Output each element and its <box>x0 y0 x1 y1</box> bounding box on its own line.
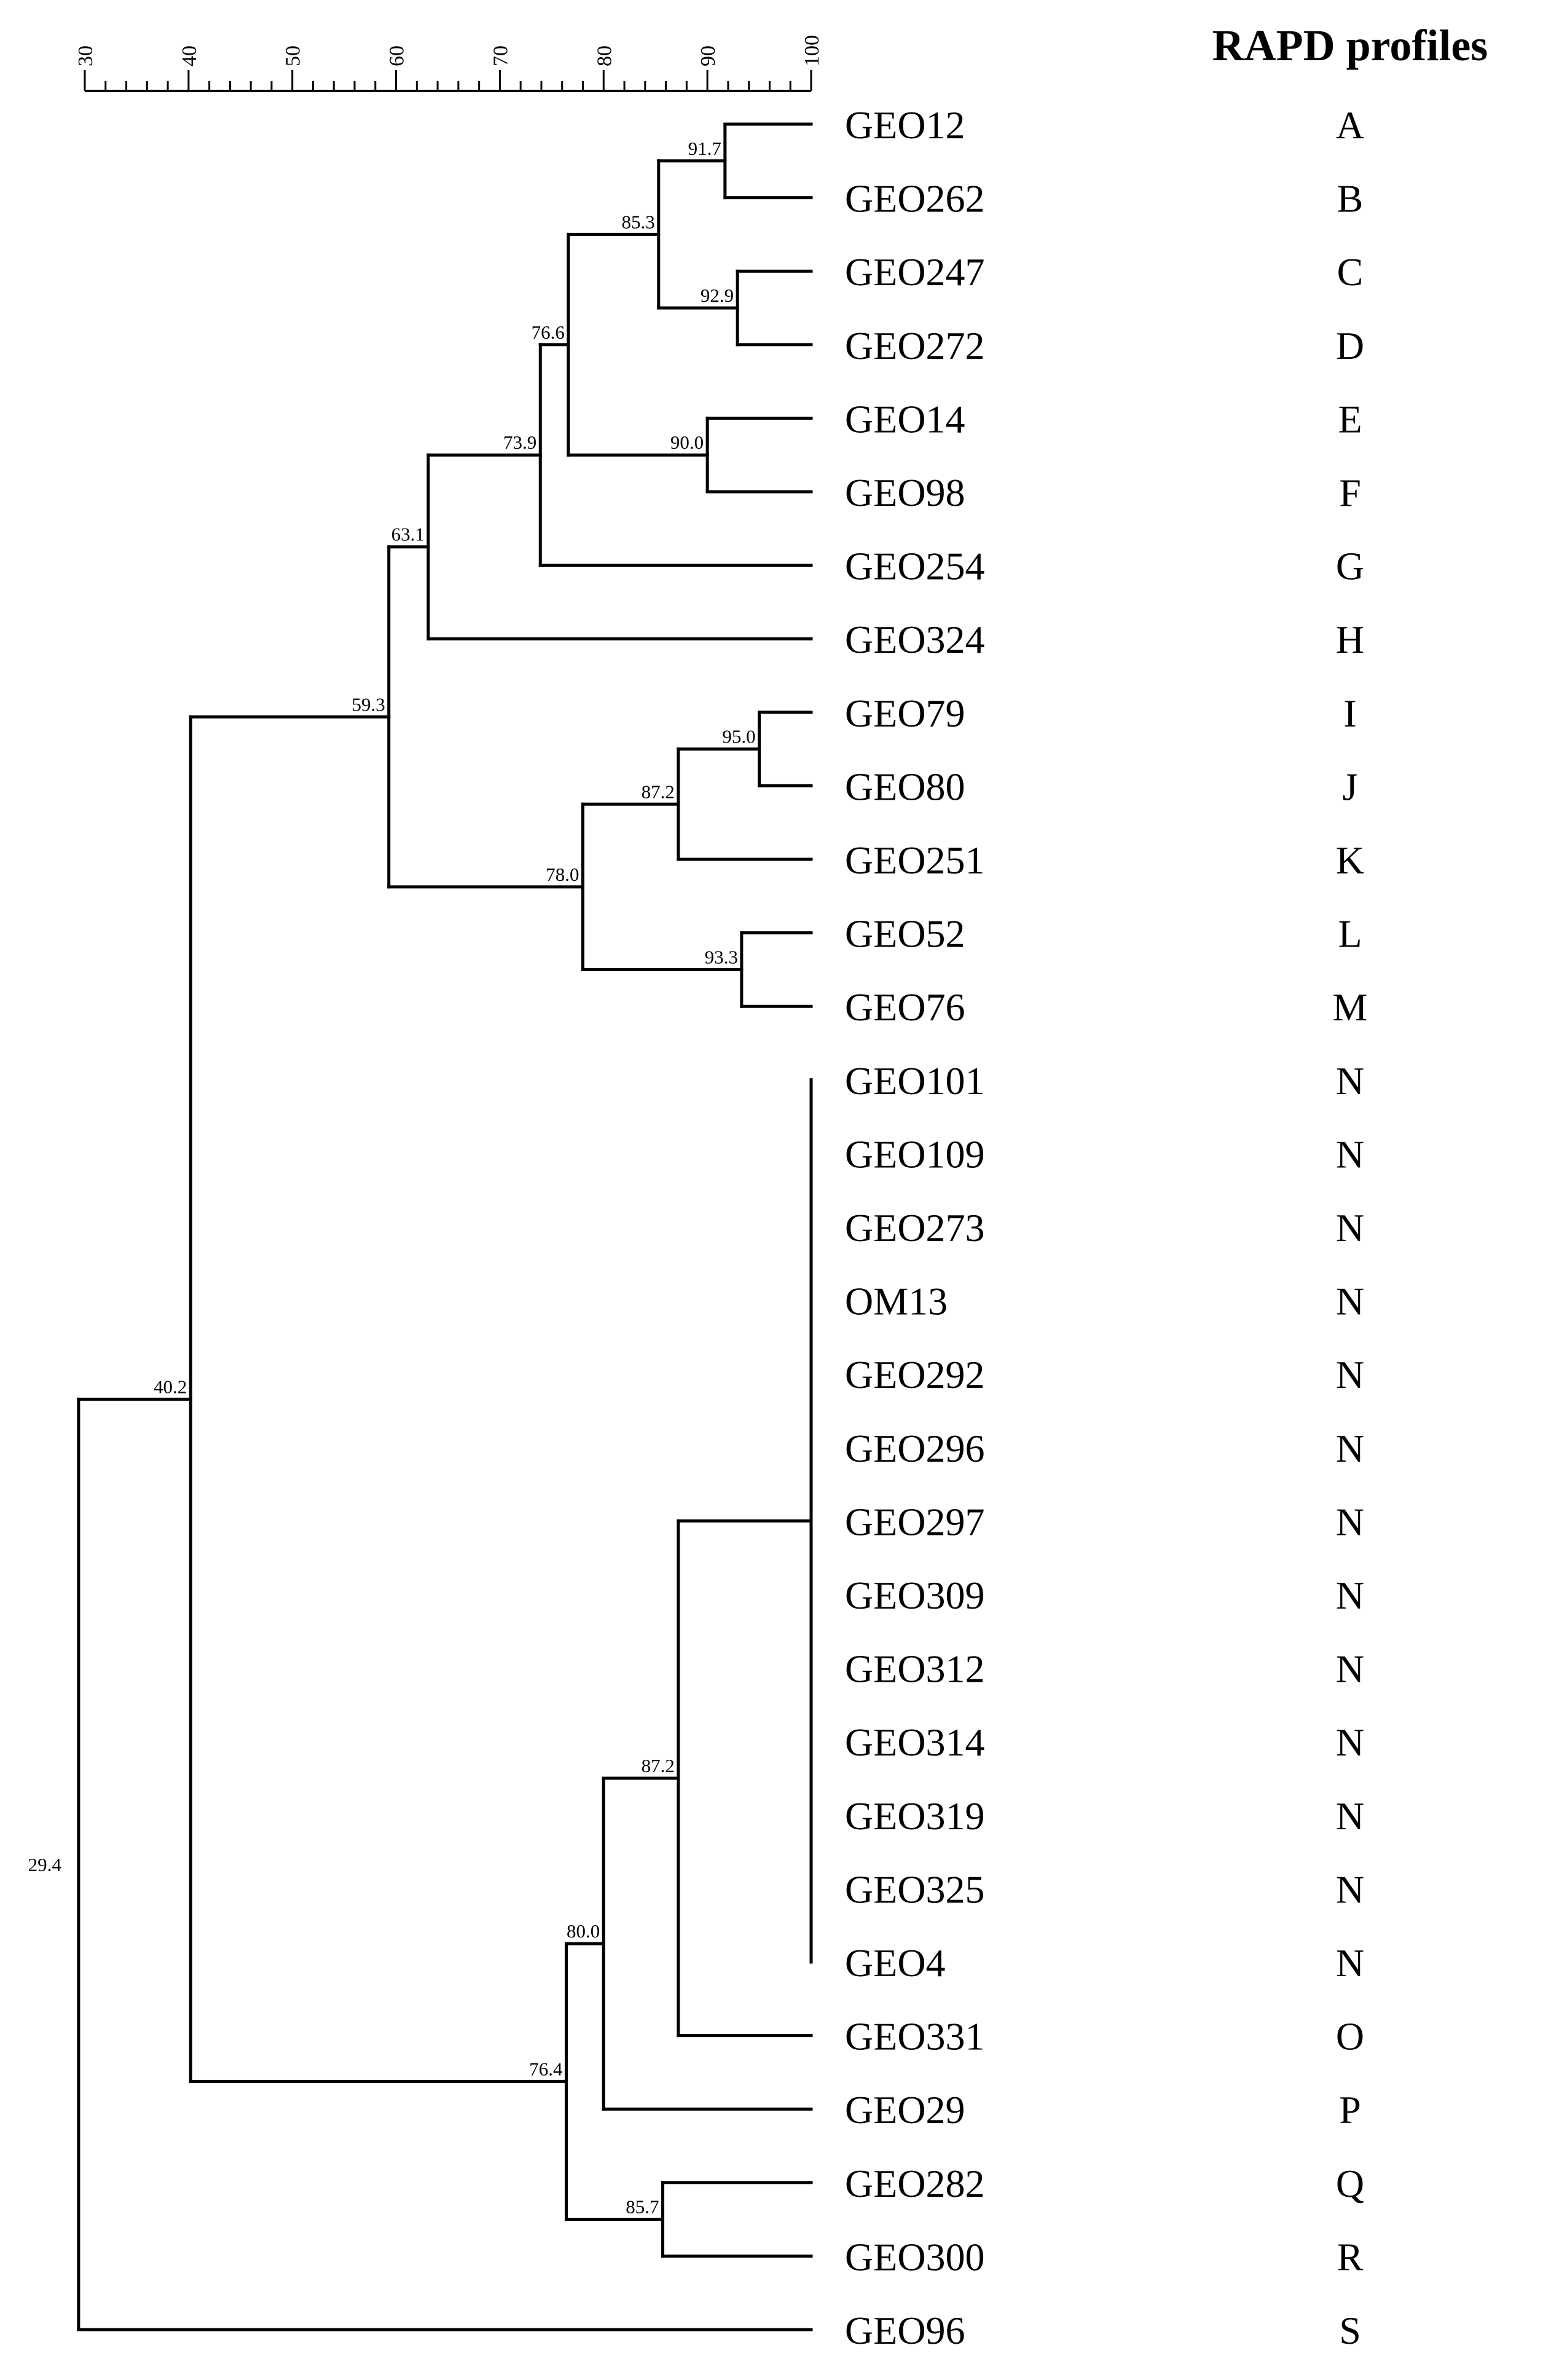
profile-letter: R <box>1337 2235 1364 2279</box>
profile-letter: K <box>1336 838 1364 882</box>
leaf-label: GEO14 <box>845 397 965 441</box>
leaf-label: GEO297 <box>845 1500 985 1543</box>
leaf-label: GEO76 <box>845 985 965 1029</box>
profile-letter: O <box>1336 2015 1364 2059</box>
leaf-label: GEO309 <box>845 1574 985 1617</box>
profile-letter: D <box>1336 324 1364 368</box>
node-similarity-label: 90.0 <box>670 431 704 453</box>
profile-letter: H <box>1336 618 1364 661</box>
leaf-label: GEO300 <box>845 2235 985 2279</box>
scale-tick-label: 40 <box>178 45 201 66</box>
profile-letter: A <box>1336 103 1364 147</box>
profile-letter: F <box>1339 471 1361 514</box>
leaf-label: GEO292 <box>845 1353 985 1397</box>
leaf-label: GEO101 <box>845 1059 985 1103</box>
node-similarity-label: 85.7 <box>626 2196 659 2218</box>
leaf-label: GEO251 <box>845 838 985 882</box>
similarity-scale: 30 40 50 60 70 80 90 100 <box>74 35 823 92</box>
leaf-label: GEO312 <box>845 1647 985 1691</box>
node-similarity-label: 29.4 <box>28 1854 62 1875</box>
profile-letter: J <box>1343 765 1358 808</box>
node-similarity-label: 92.9 <box>701 285 734 306</box>
rapd-profile-column: RAPD profiles ABCDEFGHIJKLMNNNNNNNNNNNNN… <box>1212 21 1488 2352</box>
leaf-label: GEO80 <box>845 765 965 808</box>
profile-letter: N <box>1336 1427 1364 1470</box>
profile-letter: N <box>1336 1059 1364 1103</box>
leaf-label: GEO254 <box>845 545 985 588</box>
node-similarity-label: 78.0 <box>546 864 579 885</box>
leaf-label: GEO96 <box>845 2309 965 2352</box>
leaf-label: GEO324 <box>845 618 985 661</box>
leaf-label: OM13 <box>845 1280 948 1323</box>
node-similarity-label: 76.4 <box>529 2058 563 2079</box>
profile-letter: N <box>1336 1647 1364 1691</box>
dendrogram-tree: 91.7 92.9 85.3 90.0 76.6 73.9 63.1 95.0 87.2 93.3… <box>28 122 813 2331</box>
node-similarity-label: 95.0 <box>722 726 755 747</box>
node-similarity-label: 87.2 <box>642 1755 675 1776</box>
profile-letter: N <box>1336 1132 1364 1176</box>
leaf-label: GEO247 <box>845 250 985 294</box>
profile-letter: N <box>1336 1206 1364 1250</box>
node-similarity-label: 80.0 <box>567 1920 600 1942</box>
node-similarity-label: 93.3 <box>705 946 738 967</box>
leaf-label: GEO52 <box>845 912 965 956</box>
profile-letter: G <box>1336 545 1364 588</box>
profile-letter: N <box>1336 1353 1364 1397</box>
node-similarity-label: 63.1 <box>391 524 425 545</box>
leaf-label: GEO331 <box>845 2015 985 2059</box>
profile-letter: M <box>1333 985 1368 1029</box>
profile-letter: S <box>1339 2309 1361 2352</box>
profile-letter: N <box>1336 1720 1364 1764</box>
profile-letter: N <box>1336 1574 1364 1617</box>
node-similarity-label: 76.6 <box>532 321 565 343</box>
rapd-profiles-header: RAPD profiles <box>1212 21 1488 70</box>
node-similarity-label: 87.2 <box>642 781 675 802</box>
leaf-label: GEO109 <box>845 1132 985 1176</box>
profile-letter: N <box>1336 1941 1364 1985</box>
profile-letter: P <box>1339 2088 1361 2132</box>
leaf-label: GEO4 <box>845 1941 946 1985</box>
scale-tick-label: 60 <box>386 45 409 66</box>
profile-letter: B <box>1337 177 1364 221</box>
leaf-label: GEO273 <box>845 1206 985 1250</box>
node-similarity-label: 73.9 <box>503 431 536 453</box>
scale-tick-label: 80 <box>593 45 616 66</box>
profile-letter: N <box>1336 1867 1364 1911</box>
profile-letter: C <box>1337 250 1364 294</box>
leaf-label: GEO325 <box>845 1867 985 1911</box>
leaf-label: GEO314 <box>845 1720 985 1764</box>
leaf-label: GEO262 <box>845 177 985 221</box>
scale-tick-label: 50 <box>282 45 305 66</box>
scale-tick-label: 70 <box>489 45 512 66</box>
node-similarity-label: 59.3 <box>352 693 385 715</box>
scale-tick-label: 30 <box>74 45 97 66</box>
node-similarity-label: 40.2 <box>154 1376 187 1397</box>
leaf-label: GEO272 <box>845 324 985 368</box>
leaf-label: GEO12 <box>845 103 965 147</box>
profile-letter: E <box>1338 397 1362 441</box>
leaf-label: GEO29 <box>845 2088 965 2132</box>
leaf-label: GEO319 <box>845 1794 985 1838</box>
profile-letter: N <box>1336 1794 1364 1838</box>
profile-letter: Q <box>1336 2162 1364 2205</box>
profile-letter: L <box>1338 912 1362 956</box>
leaf-label: GEO79 <box>845 692 965 735</box>
leaf-label: GEO296 <box>845 1427 985 1470</box>
leaf-labels: GEO12 GEO262 GEO247 GEO272 GEO14 GEO98 GEO254 G… <box>845 103 985 2352</box>
node-similarity-label: 85.3 <box>622 211 655 232</box>
scale-tick-label: 90 <box>697 45 720 66</box>
profile-letter: N <box>1336 1500 1364 1543</box>
profile-letter: I <box>1343 692 1356 735</box>
leaf-label: GEO98 <box>845 471 965 514</box>
profile-letter: N <box>1336 1280 1364 1323</box>
node-similarity-label: 91.7 <box>688 138 721 159</box>
leaf-label: GEO282 <box>845 2162 985 2205</box>
scale-tick-label: 100 <box>801 35 823 66</box>
